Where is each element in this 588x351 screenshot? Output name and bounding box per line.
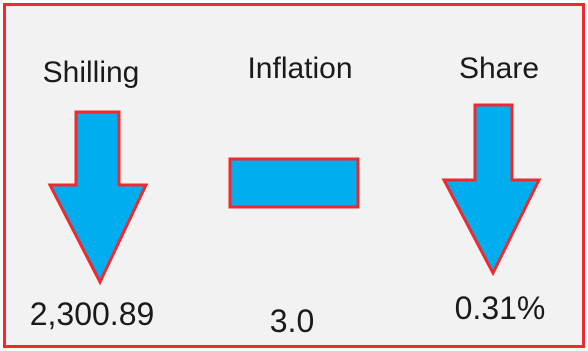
indicator-panel: Shilling 2,300.89 Inflation 3.0 Share 0.…: [3, 3, 585, 348]
inflation-value: 3.0: [269, 303, 315, 339]
share-value: 0.31%: [454, 290, 546, 326]
down-arrow-icon: [441, 103, 542, 277]
shilling-value: 2,300.89: [29, 296, 155, 332]
share-label: Share: [458, 52, 540, 85]
down-arrow-icon: [47, 110, 149, 286]
inflation-label: Inflation: [247, 52, 353, 85]
shilling-label: Shilling: [42, 56, 140, 89]
dash-icon: [228, 157, 360, 209]
